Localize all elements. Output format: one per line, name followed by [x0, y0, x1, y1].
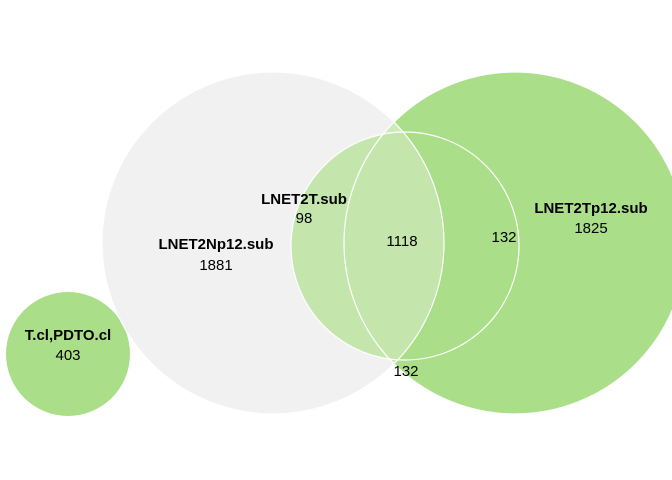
right-lens-count: 132	[491, 229, 516, 246]
bottom-lens-count: 132	[393, 363, 418, 380]
lnet2np12-label: LNET2Np12.sub	[158, 236, 273, 253]
lnet2t-outline	[290, 131, 520, 361]
lnet2tp12-outline	[343, 71, 672, 415]
lnet2t-label: LNET2T.sub	[261, 191, 347, 208]
lnet2tp12-label: LNET2Tp12.sub	[534, 200, 647, 217]
tcl-pdtocl-count: 403	[55, 347, 80, 364]
overlap-np-t-region	[291, 132, 444, 360]
set-tcl-pdtocl-circle	[6, 292, 130, 416]
overlap-all-fill	[291, 132, 444, 360]
lnet2np12-outline	[101, 71, 445, 415]
tcl-pdtocl-label: T.cl,PDTO.cl	[25, 327, 111, 344]
lnet2t-count: 98	[296, 210, 313, 227]
lnet2np12-count: 1881	[199, 257, 232, 274]
center-count: 1118	[386, 233, 417, 250]
lnet2tp12-count: 1825	[574, 220, 607, 237]
